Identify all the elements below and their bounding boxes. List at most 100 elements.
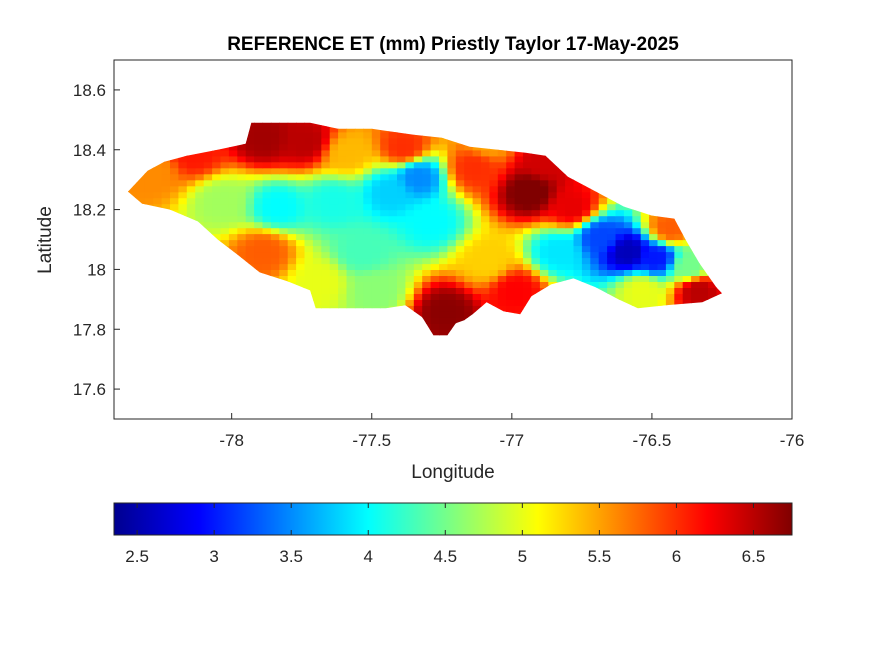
heat-cell <box>615 215 625 223</box>
heat-cell <box>514 293 524 300</box>
heat-cell <box>203 227 213 235</box>
heat-cell <box>178 197 188 205</box>
heat-cell <box>380 239 390 247</box>
heat-cell <box>422 233 432 241</box>
heat-cell <box>581 239 591 247</box>
heat-cell <box>371 287 381 294</box>
heat-cell <box>312 191 322 199</box>
heat-cell <box>556 191 566 199</box>
heat-cell <box>262 149 272 157</box>
heat-cell <box>506 197 516 205</box>
heat-cell <box>472 245 482 253</box>
heat-cell <box>287 275 297 282</box>
heat-cell <box>430 221 440 229</box>
heat-cell <box>329 197 339 205</box>
heat-cell <box>523 179 532 187</box>
heat-cell <box>329 203 339 211</box>
heat-cell <box>170 191 179 199</box>
heat-cell <box>346 293 356 300</box>
heat-cell <box>312 269 322 276</box>
heat-cell <box>312 185 322 193</box>
heat-cell <box>413 287 423 294</box>
heat-cell <box>228 191 238 199</box>
heat-cell <box>489 275 499 282</box>
heat-cell <box>464 185 474 193</box>
heat-cell <box>573 203 583 211</box>
heat-cell <box>514 299 524 306</box>
heat-cell <box>497 197 507 205</box>
heat-cell <box>346 281 356 288</box>
heat-cell <box>531 233 541 241</box>
heat-cell <box>464 179 474 187</box>
heat-cell <box>304 281 314 288</box>
heat-cell <box>506 251 516 259</box>
heat-cell <box>590 221 600 229</box>
heat-cell <box>245 251 255 259</box>
heat-cell <box>321 125 331 133</box>
heat-cell <box>481 281 490 288</box>
heat-cell <box>523 275 532 282</box>
heat-cell <box>161 191 171 199</box>
heat-cell <box>270 245 280 253</box>
heat-cell <box>447 275 457 282</box>
heat-cell <box>413 221 423 229</box>
heat-cell <box>632 245 642 253</box>
heat-cell <box>363 155 373 163</box>
heat-cell <box>279 245 289 253</box>
heat-cell <box>354 161 364 169</box>
heat-cell <box>397 167 406 175</box>
heat-cell <box>674 275 684 282</box>
heat-cell <box>531 185 541 193</box>
heat-cell <box>489 209 499 217</box>
heat-cell <box>523 245 532 253</box>
heat-cell <box>649 215 659 223</box>
heat-cell <box>497 263 507 270</box>
heat-cell <box>506 161 516 169</box>
heat-cell <box>262 227 272 235</box>
heat-cell <box>598 197 608 205</box>
heat-cell <box>615 227 625 235</box>
heat-cell <box>329 155 339 163</box>
heat-cell <box>447 227 457 235</box>
heat-cell <box>489 257 499 265</box>
heat-cell <box>254 143 264 151</box>
heat-cell <box>228 149 238 157</box>
heat-cell <box>632 281 642 288</box>
colorbar-tick-label: 5.5 <box>588 547 612 566</box>
heat-cell <box>371 173 381 181</box>
heat-cell <box>144 179 154 187</box>
heat-cell <box>623 263 633 270</box>
heat-cell <box>346 215 356 223</box>
heat-cell <box>321 287 331 294</box>
heat-cell <box>254 191 264 199</box>
heat-cell <box>447 209 457 217</box>
heat-cell <box>464 161 474 169</box>
heat-cell <box>220 149 230 157</box>
heat-cell <box>363 257 373 265</box>
heat-cell <box>270 179 280 187</box>
heat-cell <box>321 173 331 181</box>
heat-cell <box>556 263 566 270</box>
heat-cell <box>296 269 306 276</box>
heat-cell <box>346 287 356 294</box>
heat-cell <box>464 221 474 229</box>
heat-cell <box>413 257 423 265</box>
heat-cell <box>296 263 306 270</box>
heat-cell <box>153 167 163 175</box>
heat-cell <box>312 167 322 175</box>
heat-cell <box>321 263 331 270</box>
heat-cell <box>514 257 524 265</box>
heat-cell <box>346 173 356 181</box>
heat-cell <box>539 185 549 193</box>
heat-cell <box>472 251 482 259</box>
heat-cell <box>632 221 642 229</box>
heat-cell <box>228 233 238 241</box>
heat-cell <box>338 263 348 270</box>
heat-cell <box>523 263 532 270</box>
heat-cell <box>699 287 709 294</box>
heat-cell <box>338 167 348 175</box>
heat-cell <box>422 257 432 265</box>
heat-cell <box>523 167 532 175</box>
heat-cell <box>506 305 516 312</box>
heat-cell <box>464 239 474 247</box>
